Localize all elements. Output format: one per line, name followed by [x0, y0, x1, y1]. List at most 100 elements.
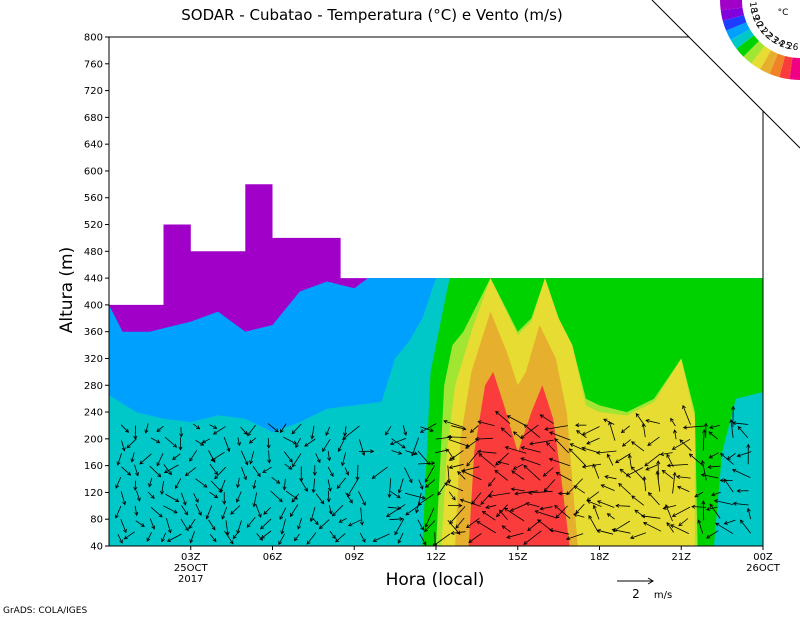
wind-arrow: [603, 418, 615, 425]
wind-arrowhead: [679, 439, 684, 444]
wind-arrow: [172, 453, 181, 460]
wind-arrowhead: [500, 427, 505, 432]
wind-arrowhead: [199, 441, 205, 446]
wind-arrow: [698, 519, 704, 534]
wind-arrow: [240, 450, 248, 465]
y-tick-label: 680: [84, 113, 103, 124]
wind-arrow: [241, 466, 247, 480]
wind-arrow: [437, 478, 450, 496]
wind-arrowhead: [459, 498, 464, 503]
wind-arrow: [131, 452, 135, 462]
wind-arrow: [529, 439, 554, 445]
wind-arrowhead: [182, 501, 187, 506]
wind-arrowhead: [252, 503, 257, 508]
wind-arrowhead: [135, 472, 139, 477]
wind-arrow: [621, 425, 630, 433]
wind-arrowhead: [156, 462, 161, 467]
wind-arrowhead: [236, 529, 241, 535]
legend-swatch: [730, 29, 754, 49]
wind-arrow: [468, 533, 482, 543]
wind-arrow: [284, 463, 293, 470]
wind-arrow: [306, 532, 317, 545]
wind-arrow: [209, 534, 217, 542]
wind-arrow: [390, 437, 407, 445]
wind-arrowhead: [677, 485, 682, 490]
wind-arrow: [163, 464, 172, 475]
wind-arrowhead: [263, 510, 268, 515]
wind-arrowhead: [386, 513, 391, 517]
wind-scale-value: 2: [632, 587, 640, 601]
wind-arrow: [740, 519, 752, 534]
wind-arrow: [546, 442, 556, 452]
wind-arrow: [708, 431, 718, 440]
wind-arrow: [292, 453, 302, 467]
wind-arrow: [535, 510, 556, 518]
wind-arrow: [225, 520, 229, 536]
wind-arrowhead: [139, 460, 144, 465]
wind-arrow: [586, 437, 600, 445]
x-axis-label: Hora (local): [386, 570, 485, 590]
wind-arrowhead: [702, 429, 707, 434]
wind-arrowhead: [397, 489, 402, 494]
wind-arrow: [582, 426, 600, 436]
wind-arrow: [344, 426, 347, 436]
wind-arrowhead: [703, 422, 708, 427]
wind-arrowhead: [711, 492, 716, 497]
wind-arrow: [709, 503, 721, 519]
wind-arrowhead: [494, 469, 499, 474]
wind-arrowhead: [700, 473, 706, 478]
wind-arrowhead: [544, 426, 549, 431]
wind-arrowhead: [198, 511, 202, 516]
wind-arrowhead: [719, 478, 724, 483]
wind-arrowhead: [133, 435, 138, 440]
wind-arrowhead: [501, 525, 506, 530]
wind-arrow: [255, 504, 262, 518]
wind-arrowhead: [618, 482, 623, 487]
wind-arrow: [586, 491, 600, 502]
legend-unit: °C: [778, 8, 789, 18]
wind-arrowhead: [709, 425, 714, 430]
wind-arrowhead: [256, 472, 261, 478]
wind-arrow: [520, 424, 539, 439]
wind-arrow: [514, 490, 538, 495]
wind-arrowhead: [468, 539, 473, 543]
temperature-region-red: [468, 371, 570, 546]
wind-arrowhead: [257, 513, 262, 518]
wind-arrowhead: [700, 459, 705, 465]
wind-arrowhead: [419, 429, 425, 433]
legend-swatch: [779, 56, 793, 80]
wind-arrowhead: [389, 441, 395, 446]
wind-arrowhead: [123, 535, 128, 540]
wind-arrow: [418, 493, 434, 506]
wind-arrowhead: [318, 525, 323, 530]
wind-arrowhead: [581, 431, 587, 436]
wind-arrow: [139, 453, 152, 465]
wind-arrowhead: [456, 530, 461, 535]
wind-arrowhead: [243, 476, 247, 481]
y-tick-label: 240: [84, 408, 103, 419]
wind-scale-unit: m/s: [654, 590, 672, 601]
wind-arrow: [294, 533, 300, 541]
wind-arrow: [237, 477, 240, 488]
wind-arrow: [495, 452, 509, 466]
wind-arrowhead: [249, 460, 254, 465]
wind-arrowhead: [707, 464, 712, 469]
wind-arrowhead: [445, 448, 450, 453]
wind-arrowhead: [569, 443, 574, 447]
wind-arrowhead: [288, 465, 293, 470]
wind-arrowhead: [469, 428, 475, 433]
wind-arrow: [582, 463, 602, 468]
wind-arrowhead: [488, 482, 493, 487]
wind-arrowhead: [630, 466, 635, 471]
wind-arrowhead: [361, 538, 366, 543]
wind-arrow: [156, 453, 164, 466]
wind-arrowhead: [713, 499, 719, 504]
wind-arrowhead: [403, 431, 408, 436]
wind-arrow: [115, 505, 122, 519]
wind-arrow: [683, 425, 705, 429]
wind-arrow: [521, 446, 541, 453]
wind-arrowhead: [640, 514, 646, 519]
wind-arrowhead: [732, 501, 737, 506]
wind-arrow: [545, 425, 568, 430]
wind-arrowhead: [586, 440, 591, 445]
